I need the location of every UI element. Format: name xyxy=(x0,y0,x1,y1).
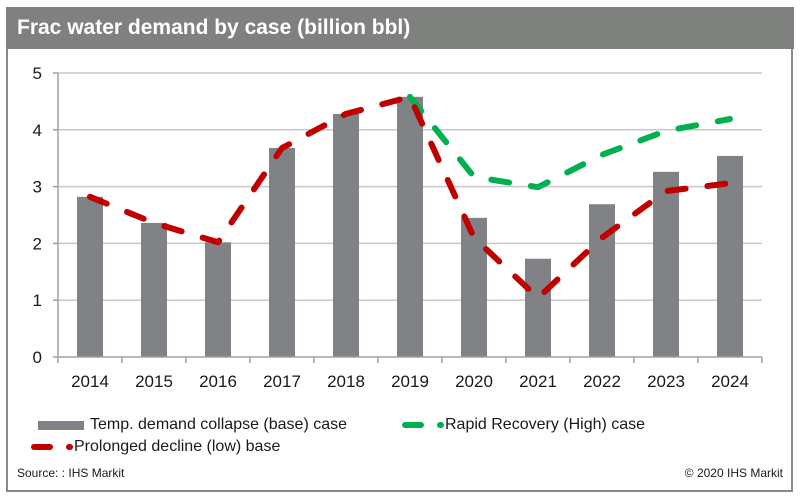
bar-2023 xyxy=(653,171,679,357)
axes: 0 1 2 3 4 5 2014 2015 2016 2017 2018 2019 2020 2021 20… xyxy=(33,64,763,391)
legend-label-low: Prolonged decline (low) base xyxy=(74,438,281,455)
legend-swatch-bar xyxy=(38,420,84,430)
copyright-note: © 2020 IHS Markit xyxy=(684,466,783,480)
legend-swatch-high-dot xyxy=(437,422,444,428)
bar-2017 xyxy=(269,147,295,357)
x-tick-label: 2019 xyxy=(391,372,429,391)
bars xyxy=(77,96,743,357)
chart-frame xyxy=(6,7,793,492)
x-tick-label: 2024 xyxy=(711,372,749,391)
x-tick-label: 2017 xyxy=(263,372,301,391)
lines xyxy=(87,93,733,301)
y-tick-label: 4 xyxy=(33,121,42,140)
legend-item-high: Rapid Recovery (High) case xyxy=(402,415,645,435)
legend-item-low: Prolonged decline (low) base xyxy=(31,437,280,457)
legend-label-high: Rapid Recovery (High) case xyxy=(445,416,646,433)
x-tick-label: 2014 xyxy=(71,372,109,391)
source-note: Source: : IHS Markit xyxy=(17,466,125,480)
bar-2024 xyxy=(717,155,743,357)
legend-swatch-low-dash xyxy=(31,444,53,450)
bar-2018 xyxy=(333,113,359,357)
bar-2021 xyxy=(525,258,551,357)
bar-2016 xyxy=(205,242,231,357)
chart-title: Frac water demand by case (billion bbl) xyxy=(6,7,794,49)
x-tick-label: 2022 xyxy=(583,372,621,391)
bar-2015 xyxy=(141,222,167,357)
x-tick-label: 2020 xyxy=(455,372,493,391)
y-tick-label: 0 xyxy=(33,348,42,367)
bar-2014 xyxy=(77,196,103,357)
legend-swatch-high-dash xyxy=(402,422,424,428)
y-tick-label: 1 xyxy=(33,291,42,310)
y-tick-label: 5 xyxy=(33,64,42,83)
x-tick-label: 2018 xyxy=(327,372,365,391)
x-tick-label: 2015 xyxy=(135,372,173,391)
y-tick-label: 3 xyxy=(33,178,42,197)
legend-item-base: Temp. demand collapse (base) case xyxy=(38,415,347,435)
bar-2019 xyxy=(397,96,423,357)
line-high-case xyxy=(407,93,733,191)
bar-2022 xyxy=(589,204,615,357)
bar-2020 xyxy=(461,217,487,357)
legend-label-base: Temp. demand collapse (base) case xyxy=(90,416,348,433)
legend-swatch-low-dot xyxy=(66,444,73,450)
x-tick-label: 2016 xyxy=(199,372,237,391)
y-tick-label: 2 xyxy=(33,234,42,253)
x-tick-label: 2021 xyxy=(519,372,557,391)
x-tick-label: 2023 xyxy=(647,372,685,391)
